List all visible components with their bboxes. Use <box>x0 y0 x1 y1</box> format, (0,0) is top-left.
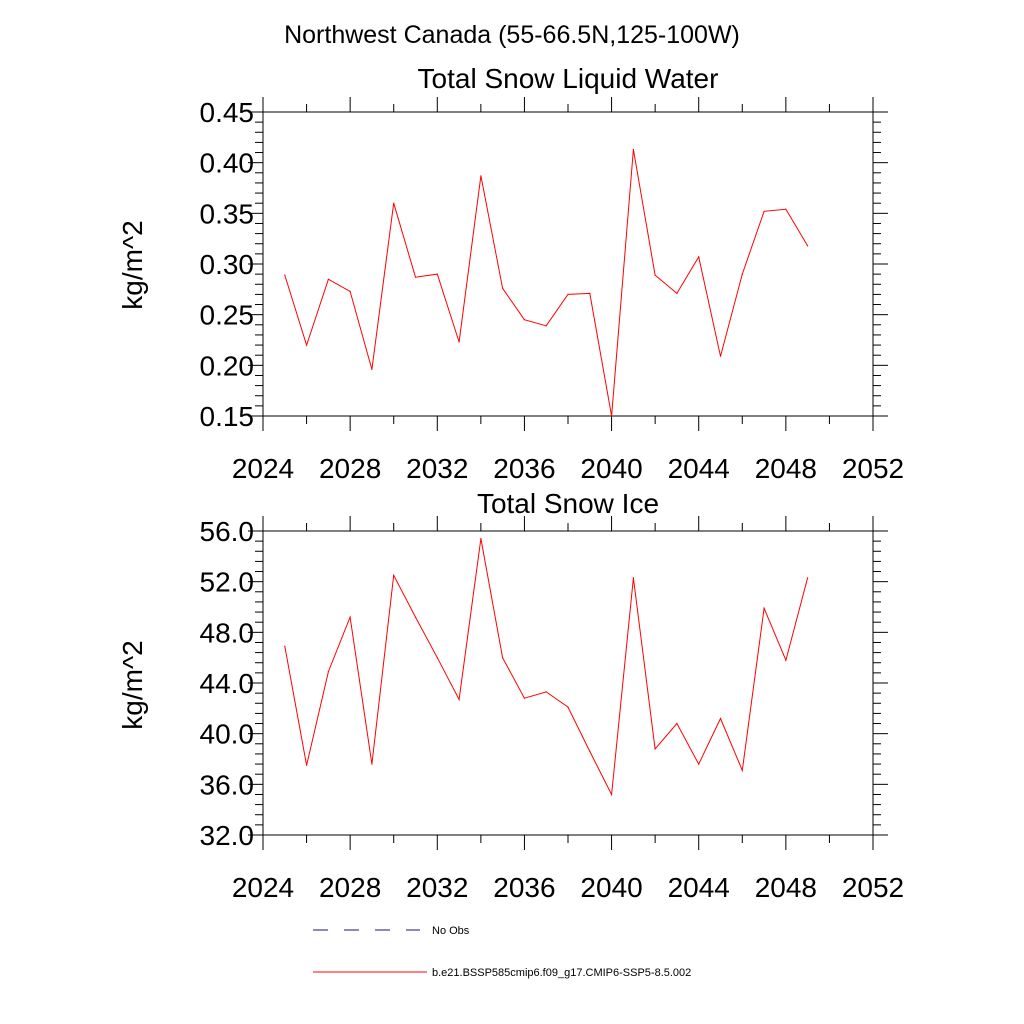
data-point <box>305 344 308 346</box>
y-tick-label: 56.0 <box>200 516 255 547</box>
data-point <box>807 245 809 247</box>
data-point <box>414 616 417 618</box>
y-tick-label: 0.15 <box>200 401 255 432</box>
x-tick-label: 2048 <box>755 872 817 903</box>
data-point <box>545 691 547 693</box>
x-tick-label: 2052 <box>842 453 904 484</box>
data-point <box>589 292 591 294</box>
data-point <box>676 722 678 725</box>
data-point <box>785 659 787 661</box>
y-tick-label: 0.20 <box>200 350 255 381</box>
data-point <box>698 256 700 258</box>
data-point <box>436 273 438 275</box>
x-tick-label: 2032 <box>406 872 468 903</box>
y-tick-label: 36.0 <box>200 769 255 800</box>
data-point <box>719 355 722 357</box>
data-point <box>371 368 373 370</box>
data-point <box>763 210 765 212</box>
x-tick-label: 2032 <box>406 453 468 484</box>
x-tick-label: 2040 <box>580 453 642 484</box>
data-point <box>458 341 460 343</box>
data-point <box>349 616 351 618</box>
data-point <box>371 763 373 765</box>
data-point <box>458 698 460 701</box>
data-point <box>807 577 809 579</box>
data-point <box>610 793 613 796</box>
x-tick-label: 2044 <box>668 453 730 484</box>
data-point <box>284 645 286 647</box>
data-point <box>327 278 329 280</box>
y-tick-label: 44.0 <box>200 668 255 699</box>
data-point <box>502 657 504 659</box>
y-tick-label: 0.45 <box>200 97 255 128</box>
legend-label-model: b.e21.BSSP585cmip6.f09_g17.CMIP6-SSP5-8.… <box>432 967 691 979</box>
y-tick-label: 48.0 <box>200 617 255 648</box>
y-tick-label: 0.25 <box>200 300 255 331</box>
data-point <box>610 415 613 417</box>
y-tick-label: 0.35 <box>200 198 255 229</box>
data-point <box>763 607 765 609</box>
data-point <box>654 748 656 750</box>
figure-suptitle: Northwest Canada (55-66.5N,125-100W) <box>284 21 740 49</box>
x-tick-label: 2024 <box>232 453 294 484</box>
data-point <box>502 287 504 289</box>
plot-frame <box>262 530 874 836</box>
data-point <box>393 574 395 576</box>
data-point <box>567 706 569 708</box>
x-tick-label: 2040 <box>580 872 642 903</box>
x-tick-label: 2024 <box>232 872 294 903</box>
data-point <box>741 273 743 275</box>
x-tick-label: 2036 <box>493 453 555 484</box>
data-point <box>523 697 526 699</box>
x-tick-label: 2028 <box>319 453 381 484</box>
series-line <box>284 538 809 797</box>
panel-title: Total Snow Ice <box>477 488 659 519</box>
x-tick-label: 2036 <box>493 872 555 903</box>
data-point <box>480 538 482 540</box>
data-point <box>567 293 569 295</box>
data-point <box>676 292 678 294</box>
data-point <box>327 671 329 673</box>
x-tick-label: 2044 <box>668 872 730 903</box>
data-point <box>785 208 787 210</box>
x-tick-label: 2052 <box>842 872 904 903</box>
data-point <box>436 657 438 659</box>
x-tick-label: 2048 <box>755 453 817 484</box>
panel-snow-liquid-water: Total Snow Liquid Water kg/m^2 2024 2028 2… <box>117 63 904 484</box>
data-point <box>632 148 634 151</box>
legend-label-no-obs: No Obs <box>432 925 470 937</box>
panel-snow-ice: Total Snow Ice kg/m^2 2024 2028 2032 2036 20… <box>117 488 904 903</box>
data-point <box>349 290 351 292</box>
x-tick-label: 2028 <box>319 872 381 903</box>
data-point <box>414 276 417 278</box>
data-point <box>632 577 634 579</box>
y-tick-label: 32.0 <box>200 820 255 851</box>
data-point <box>480 175 482 177</box>
data-point <box>523 319 526 321</box>
data-point <box>741 769 743 772</box>
y-tick-label: 0.40 <box>200 148 255 179</box>
y-axis-label: kg/m^2 <box>117 220 148 309</box>
data-point <box>305 764 308 766</box>
series-line <box>284 149 809 417</box>
plot-frame <box>262 111 874 417</box>
legend: No Obs b.e21.BSSP585cmip6.f09_g17.CMIP6-… <box>313 925 691 979</box>
data-point <box>284 274 286 276</box>
y-axis-label: kg/m^2 <box>117 640 148 729</box>
panel-title: Total Snow Liquid Water <box>418 63 719 94</box>
y-tick-label: 40.0 <box>200 719 255 750</box>
y-tick-label: 0.30 <box>200 249 255 280</box>
data-point <box>698 763 700 765</box>
data-point <box>719 717 722 720</box>
data-point <box>654 274 656 276</box>
data-point <box>393 202 395 204</box>
data-point <box>589 750 591 753</box>
y-tick-label: 52.0 <box>200 567 255 598</box>
data-point <box>545 325 547 327</box>
